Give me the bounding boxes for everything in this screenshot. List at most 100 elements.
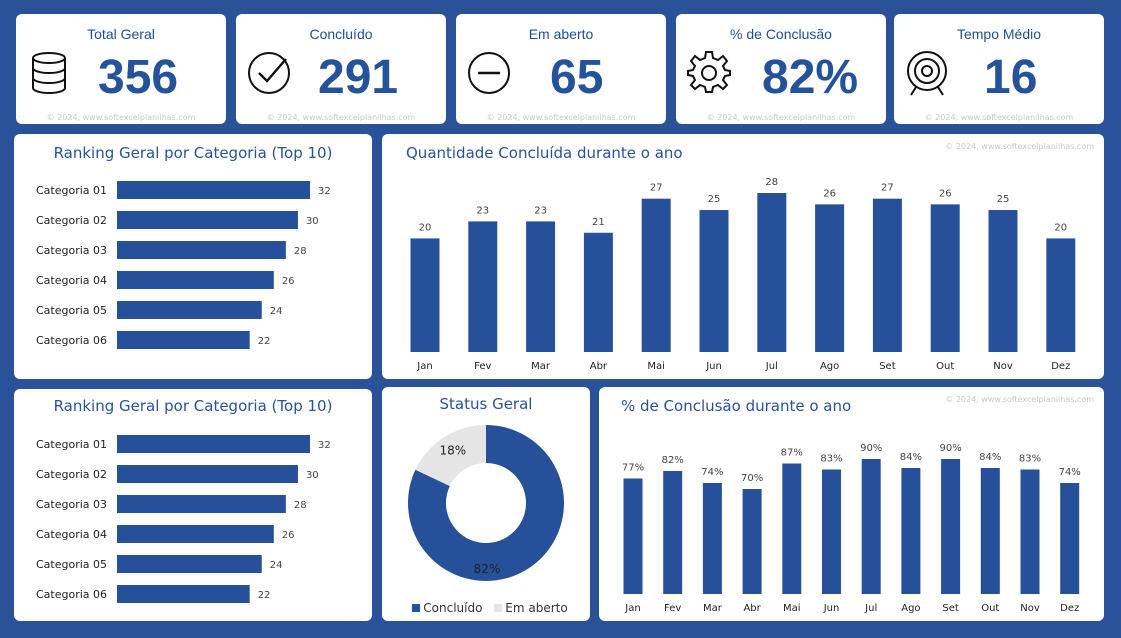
month-bar [702, 483, 722, 594]
month-tick-label: Dez [1051, 361, 1070, 372]
ranking-value-label: 32 [318, 186, 331, 197]
category-label: Categoria 01 [36, 184, 107, 197]
legend-label-concluido: Concluído [423, 601, 483, 615]
watermark: © 2024, www.softexcelplanilhas.com [706, 113, 856, 122]
bar-value-label: 20 [1054, 222, 1067, 233]
monthly-quantity-title: Quantidade Concluída durante o ano [406, 144, 683, 162]
month-tick-label: Ago [901, 603, 920, 614]
month-bar [872, 198, 902, 352]
monthly-percentage-title: % de Conclusão durante o ano [621, 397, 852, 415]
month-bar [822, 469, 841, 594]
ranking-value-label: 22 [258, 590, 271, 601]
kpi-title: Em aberto [528, 26, 594, 42]
bar-value-label: 70% [741, 473, 763, 484]
category-label: Categoria 04 [36, 274, 107, 287]
gear-icon [687, 51, 731, 93]
month-tick-label: Abr [743, 603, 761, 614]
month-bar [757, 193, 787, 352]
ranking-bar [117, 555, 262, 573]
kpi-value: 291 [318, 51, 399, 104]
month-tick-label: Set [942, 603, 959, 614]
category-label: Categoria 06 [36, 334, 107, 347]
month-bar [815, 204, 845, 352]
category-label: Categoria 05 [36, 304, 107, 317]
month-bar [782, 463, 802, 594]
bar-value-label: 27 [650, 183, 663, 194]
bar-value-label: 25 [997, 194, 1010, 205]
month-bar [930, 204, 960, 352]
watermark: © 2024, www.softexcelplanilhas.com [46, 113, 196, 122]
bar-value-label: 28 [765, 177, 778, 188]
kpi-value: 356 [98, 51, 179, 104]
ranking-bar [117, 435, 310, 453]
kpi-card-concluido: Concluído 291 © 2024, www.softexcelplani… [236, 14, 446, 124]
kpi-value: 82% [762, 51, 859, 104]
ranking-value-label: 30 [306, 470, 319, 481]
ranking-bar [117, 495, 286, 513]
ranking-value-label: 24 [270, 560, 283, 571]
month-tick-label: Mai [783, 603, 801, 614]
month-bar [623, 478, 643, 594]
month-bar [468, 221, 498, 352]
month-bar [742, 489, 762, 594]
month-bar [1046, 238, 1076, 352]
month-bar [663, 471, 683, 594]
bar-value-label: 90% [860, 443, 882, 454]
bar-value-label: 83% [820, 454, 842, 465]
ranking-panel-top: Ranking Geral por Categoria (Top 10) Cat… [14, 134, 372, 379]
ranking-bar [117, 525, 274, 543]
bar-value-label: 74% [701, 467, 723, 478]
bar-value-label: 82% [662, 455, 684, 466]
month-bar [583, 232, 613, 352]
bar-value-label: 84% [900, 452, 922, 463]
month-tick-label: Fev [664, 603, 681, 614]
ranking-value-label: 28 [294, 246, 307, 257]
watermark: © 2024, www.softexcelplanilhas.com [945, 142, 1094, 151]
category-label: Categoria 02 [36, 214, 107, 227]
ranking-bar [117, 241, 286, 259]
month-tick-label: Jul [765, 361, 778, 372]
kpi-value: 16 [984, 51, 1038, 104]
kpi-title: Tempo Médio [956, 26, 1042, 42]
ranking-bar [117, 271, 274, 289]
month-bar [641, 198, 671, 352]
bar-value-label: 83% [1019, 454, 1041, 465]
legend-label-em-aberto: Em aberto [505, 601, 568, 615]
month-tick-label: Jan [624, 603, 640, 614]
kpi-title: Total Geral [87, 26, 155, 42]
status-title: Status Geral [439, 395, 533, 413]
ranking-bar [117, 331, 250, 349]
bar-value-label: 26 [939, 188, 952, 199]
ranking-value-label: 26 [282, 530, 295, 541]
bar-value-label: 21 [592, 217, 605, 228]
kpi-card-conclusao: % de Conclusão 82% © 2024, www.softexcel… [676, 14, 886, 124]
watermark: © 2024, www.softexcelplanilhas.com [486, 113, 636, 122]
kpi-title: Concluído [309, 26, 373, 42]
month-tick-label: Jun [705, 361, 722, 372]
category-label: Categoria 05 [36, 558, 107, 571]
bar-value-label: 77% [622, 463, 644, 474]
bar-value-label: 87% [781, 448, 803, 459]
month-bar [526, 221, 556, 352]
bar-value-label: 90% [939, 443, 961, 454]
status-panel: Status Geral 82% 18% Concluído Em aberto [382, 387, 590, 621]
category-label: Categoria 02 [36, 468, 107, 481]
kpi-title: % de Conclusão [730, 26, 832, 42]
kpi-card-em-aberto: Em aberto 65 © 2024, www.softexcelplanil… [456, 14, 666, 124]
month-bar [988, 210, 1018, 352]
month-tick-label: Mar [703, 603, 723, 614]
bar-value-label: 25 [708, 194, 721, 205]
month-bar [1060, 483, 1080, 594]
month-tick-label: Mai [647, 361, 665, 372]
watermark: © 2024, www.softexcelplanilhas.com [924, 113, 1074, 122]
month-tick-label: Abr [590, 361, 608, 372]
month-bar [901, 468, 921, 594]
month-tick-label: Nov [993, 361, 1013, 372]
bar-value-label: 84% [979, 452, 1001, 463]
ranking-title: Ranking Geral por Categoria (Top 10) [53, 144, 333, 162]
month-bar [980, 468, 1000, 594]
ranking-bar [117, 585, 250, 603]
ranking-bar [117, 181, 310, 199]
bar-value-label: 20 [419, 222, 432, 233]
category-label: Categoria 01 [36, 438, 107, 451]
